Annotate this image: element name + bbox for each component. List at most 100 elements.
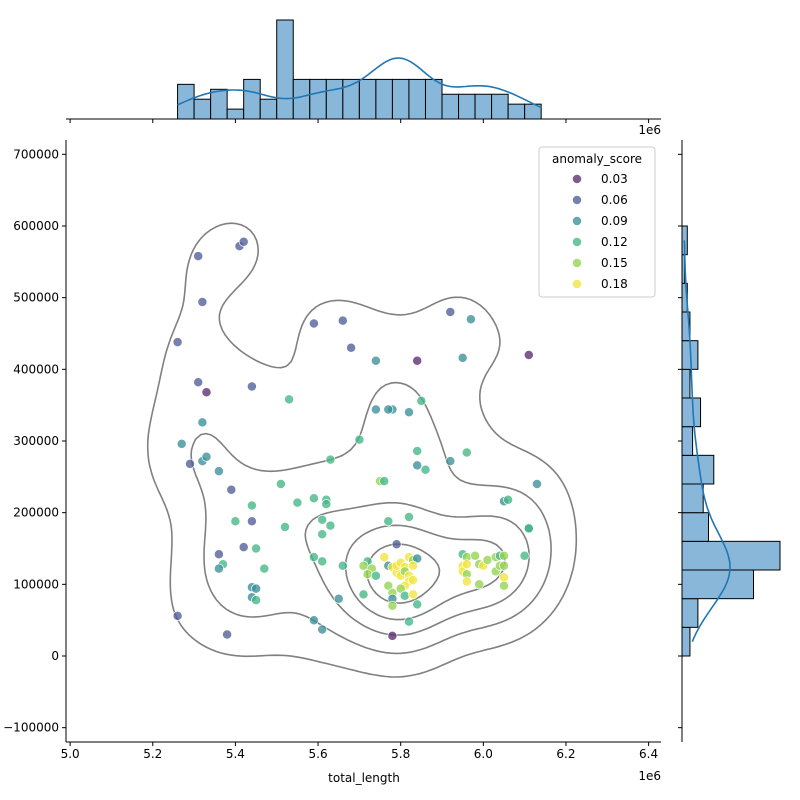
scatter-point bbox=[251, 595, 262, 606]
y-hist-bar bbox=[681, 598, 699, 628]
scatter-point bbox=[408, 575, 419, 585]
x-hist-bar bbox=[210, 88, 228, 120]
y-marginal-histogram bbox=[678, 140, 781, 742]
legend-title: anomaly_score bbox=[552, 152, 642, 166]
scatter-point bbox=[358, 560, 369, 571]
x-hist-bar bbox=[408, 78, 426, 120]
scatter-point bbox=[213, 563, 224, 574]
scatter-point bbox=[201, 387, 212, 398]
scatter-point bbox=[408, 589, 419, 600]
scatter-point bbox=[404, 407, 414, 418]
scatter-point bbox=[412, 599, 423, 610]
scatter-point bbox=[193, 377, 204, 388]
y-hist-bar bbox=[681, 397, 702, 428]
x-tick-label: 5.6 bbox=[309, 747, 328, 761]
scatter-point bbox=[532, 479, 542, 489]
legend-marker bbox=[572, 258, 582, 268]
legend-marker bbox=[572, 279, 582, 289]
legend-marker bbox=[572, 195, 582, 205]
scatter-point bbox=[519, 550, 530, 561]
scatter-point bbox=[308, 493, 319, 504]
x-hist-bar bbox=[226, 108, 245, 120]
scatter-point bbox=[172, 337, 183, 348]
scatter-point bbox=[333, 593, 344, 604]
x-hist-bar bbox=[243, 78, 261, 120]
scatter-point bbox=[499, 580, 509, 591]
legend-label: 0.18 bbox=[601, 277, 628, 291]
scatter-point bbox=[284, 394, 295, 405]
x-tick-label: 5.2 bbox=[143, 747, 162, 761]
scatter-point bbox=[238, 236, 249, 247]
kde-contour-line bbox=[190, 381, 552, 655]
scatter-point bbox=[412, 355, 423, 366]
x-tick-label: 6.0 bbox=[474, 747, 493, 761]
scatter-point bbox=[523, 523, 534, 534]
scatter-point bbox=[399, 590, 410, 601]
y-tick-label: 400000 bbox=[13, 362, 59, 376]
scatter-point bbox=[308, 552, 319, 563]
scatter-point bbox=[379, 476, 390, 487]
scatter-point bbox=[337, 315, 348, 326]
scatter-point bbox=[503, 494, 514, 505]
y-tick-label: 600000 bbox=[13, 219, 59, 233]
x-hist-bar bbox=[276, 19, 294, 120]
y-tick-label: 200000 bbox=[13, 506, 59, 520]
x-hist-bar bbox=[292, 78, 311, 120]
legend-label: 0.12 bbox=[601, 235, 628, 249]
scatter-point bbox=[379, 552, 390, 563]
scatter-point bbox=[172, 610, 183, 621]
scatter-point bbox=[213, 549, 224, 560]
x-hist-bar bbox=[358, 78, 377, 120]
scatter-point bbox=[523, 350, 534, 360]
scatter-point bbox=[354, 434, 365, 445]
x-axis-label: total_length bbox=[328, 771, 400, 785]
scatter-point bbox=[445, 307, 456, 317]
x-hist-bar bbox=[458, 93, 476, 120]
scatter-point bbox=[383, 404, 394, 415]
scatter-point bbox=[370, 570, 381, 581]
y-hist-bar bbox=[681, 426, 694, 456]
legend-label: 0.15 bbox=[601, 256, 628, 270]
scatter-point bbox=[412, 446, 423, 456]
scatter-point bbox=[197, 417, 208, 428]
scatter-point bbox=[246, 500, 257, 511]
scatter-point bbox=[213, 466, 224, 477]
x-hist-bar bbox=[375, 78, 393, 120]
x-axis-ticks: 5.0 5.2 5.4 5.6 5.8 6.0 6.2 6.4 bbox=[61, 742, 658, 761]
legend-box bbox=[538, 146, 656, 298]
scatter-axes: 5.0 5.2 5.4 5.6 5.8 6.0 6.2 6.4 −100000 0 100000 2… bbox=[3, 123, 661, 785]
x-kde-line bbox=[177, 57, 542, 109]
scatter-point bbox=[499, 572, 509, 583]
scatter-point bbox=[404, 512, 414, 522]
scatter-point bbox=[457, 352, 468, 363]
y-kde-line bbox=[683, 240, 731, 643]
scatter-point bbox=[317, 556, 328, 567]
scatter-point bbox=[226, 484, 237, 495]
scatter-point bbox=[317, 514, 328, 525]
kde-contour-line bbox=[146, 222, 578, 678]
scatter-point bbox=[337, 560, 348, 571]
x-hist-bar bbox=[491, 93, 509, 120]
legend-marker bbox=[572, 216, 582, 226]
top-hist-offset-label: 1e6 bbox=[638, 123, 661, 137]
scatter-point bbox=[325, 520, 336, 531]
y-axis-ticks: −100000 0 100000 200000 300000 400000 500000 60… bbox=[3, 147, 66, 735]
scatter-point bbox=[280, 522, 290, 532]
scatter-point bbox=[292, 497, 303, 508]
kde-contours bbox=[146, 222, 578, 678]
legend-label: 0.06 bbox=[601, 193, 628, 207]
scatter-point bbox=[185, 458, 195, 469]
legend-marker bbox=[572, 174, 582, 184]
y-tick-label: −100000 bbox=[3, 721, 59, 735]
scatter-point bbox=[238, 542, 249, 553]
x-tick-label: 5.4 bbox=[226, 747, 245, 761]
x-hist-bar bbox=[424, 78, 443, 120]
scatter-point bbox=[197, 297, 208, 307]
y-tick-label: 500000 bbox=[13, 291, 59, 305]
scatter-point bbox=[474, 579, 485, 590]
scatter-point bbox=[499, 550, 509, 561]
scatter-point bbox=[383, 516, 394, 527]
x-tick-label: 6.2 bbox=[556, 747, 575, 761]
scatter-point bbox=[201, 451, 212, 462]
scatter-point bbox=[246, 516, 257, 527]
